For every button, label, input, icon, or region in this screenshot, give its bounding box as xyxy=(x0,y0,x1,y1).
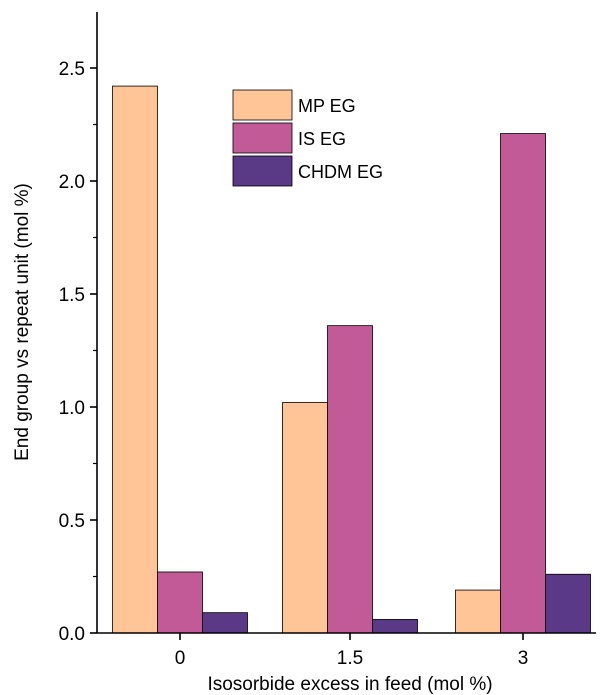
bar-is-eg-1-5 xyxy=(327,325,373,634)
bar-is-eg-0 xyxy=(157,571,203,634)
bar-chdm-eg-3 xyxy=(545,573,591,634)
legend-label: CHDM EG xyxy=(298,162,383,182)
legend-swatch xyxy=(232,89,293,121)
x-ticks-group: 0 1.5 3 xyxy=(175,633,529,669)
bar-chdm-eg-1-5 xyxy=(372,619,418,634)
legend-swatch xyxy=(232,155,293,187)
x-axis-title: Isosorbide excess in feed (mol %) xyxy=(207,674,492,695)
legend: MP EG IS EG CHDM EG xyxy=(232,89,383,187)
legend-label: MP EG xyxy=(298,96,356,116)
y-tick-label: 2.5 xyxy=(59,59,85,80)
y-axis-title: End group vs repeat unit (mol %) xyxy=(12,183,33,461)
legend-swatch xyxy=(232,122,293,154)
y-tick-label: 0.0 xyxy=(59,624,85,645)
y-tick-label: 0.5 xyxy=(59,511,85,532)
bars-group xyxy=(112,85,591,634)
x-tick-label: 1.5 xyxy=(337,648,363,669)
y-ticks-group: 0.0 0.5 1.0 1.5 2.0 2.5 xyxy=(59,59,97,645)
x-tick-label: 3 xyxy=(518,648,529,669)
bar-chdm-eg-0 xyxy=(202,612,248,634)
legend-label: IS EG xyxy=(298,129,346,149)
bar-mp-eg-3 xyxy=(455,589,501,634)
bar-mp-eg-0 xyxy=(112,85,158,634)
bar-is-eg-3 xyxy=(500,133,546,634)
y-tick-label: 1.5 xyxy=(59,285,85,306)
y-tick-label: 2.0 xyxy=(59,172,85,193)
x-tick-label: 0 xyxy=(175,648,186,669)
bar-mp-eg-1-5 xyxy=(282,402,328,634)
y-tick-label: 1.0 xyxy=(59,398,85,419)
